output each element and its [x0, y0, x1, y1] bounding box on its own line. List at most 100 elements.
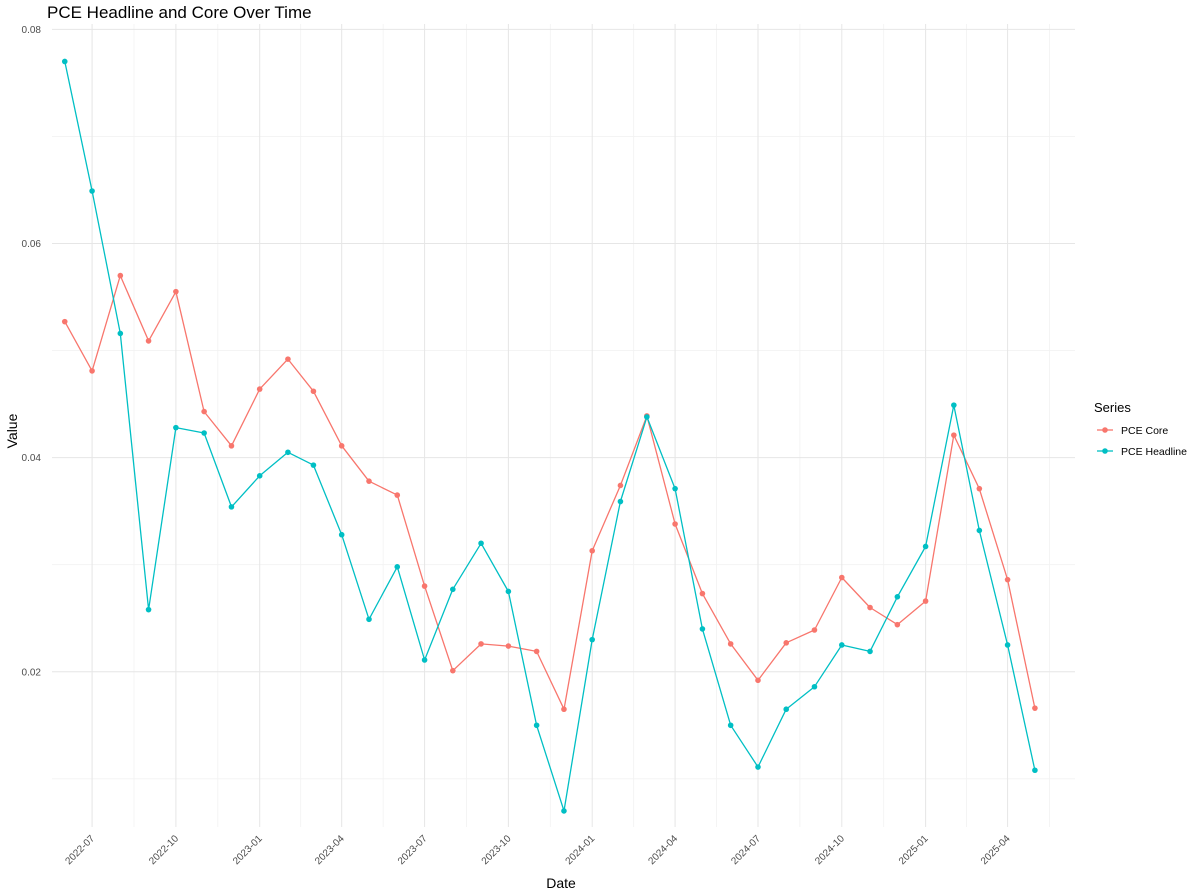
- data-point: [561, 808, 567, 814]
- data-point: [201, 430, 207, 436]
- data-point: [1004, 576, 1011, 583]
- y-tick-label: 0.04: [22, 453, 42, 464]
- data-point: [976, 485, 983, 492]
- data-point: [310, 462, 317, 468]
- chart-title: PCE Headline and Core Over Time: [47, 3, 312, 22]
- data-point: [256, 386, 263, 392]
- data-point: [699, 590, 706, 597]
- data-point: [394, 564, 401, 570]
- data-point: [421, 583, 428, 589]
- data-point: [89, 368, 95, 374]
- data-point: [672, 521, 678, 527]
- x-tick-label: 2023-04: [313, 833, 347, 867]
- y-tick-label: 0.06: [22, 239, 42, 250]
- data-point: [366, 478, 372, 484]
- x-tick-label: 2023-10: [480, 833, 514, 867]
- data-point: [727, 641, 734, 647]
- legend-key-point: [1102, 427, 1108, 433]
- data-point: [450, 667, 456, 674]
- x-tick-label: 2025-01: [897, 833, 931, 867]
- data-point: [338, 443, 345, 449]
- x-tick-label: 2023-01: [231, 833, 265, 867]
- data-point: [783, 706, 790, 713]
- data-point: [1004, 642, 1011, 648]
- data-point: [1032, 705, 1038, 711]
- data-point: [256, 473, 263, 479]
- data-point: [838, 574, 845, 581]
- data-point: [228, 504, 235, 510]
- data-point: [478, 540, 484, 547]
- data-point: [589, 547, 595, 554]
- data-point: [421, 657, 428, 663]
- grid: [52, 24, 1075, 827]
- data-point: [811, 627, 818, 633]
- data-point: [867, 648, 873, 655]
- legend-key-point: [1102, 448, 1108, 454]
- data-point: [394, 492, 401, 498]
- legend-title: Series: [1094, 400, 1131, 415]
- y-axis: 0.02 0.04 0.06 0.08: [22, 25, 42, 678]
- y-axis-title: Value: [4, 413, 20, 448]
- series-line-pce-core: [64, 274, 1036, 710]
- data-point: [117, 330, 124, 337]
- data-point: [89, 188, 95, 194]
- data-point: [533, 722, 540, 729]
- data-point: [894, 621, 901, 628]
- legend-label: PCE Core: [1121, 425, 1168, 437]
- x-tick-label: 2022-07: [63, 833, 97, 867]
- data-point: [310, 388, 317, 395]
- legend-label: PCE Headline: [1121, 446, 1187, 458]
- data-point: [811, 683, 818, 690]
- data-point: [672, 485, 678, 492]
- data-point: [478, 641, 484, 647]
- legend: Series PCE Core PCE Headline: [1094, 400, 1187, 458]
- data-point: [366, 616, 372, 623]
- data-point: [617, 498, 624, 505]
- data-point: [951, 402, 957, 408]
- x-tick-label: 2024-10: [813, 833, 847, 867]
- x-tick-label: 2023-07: [396, 833, 430, 867]
- y-tick-label: 0.02: [22, 667, 42, 678]
- x-axis: 2022-07 2022-10 2023-01 2023-04 2023-07 2023-…: [63, 833, 1013, 867]
- data-point: [228, 443, 235, 449]
- data-point: [338, 531, 345, 538]
- data-point: [589, 636, 595, 643]
- data-point: [505, 643, 512, 649]
- series-lines: [64, 61, 1036, 812]
- data-point: [201, 408, 207, 415]
- data-point: [533, 648, 540, 655]
- data-point: [922, 543, 929, 550]
- data-point: [755, 677, 761, 684]
- x-tick-label: 2024-01: [564, 833, 598, 867]
- data-point: [951, 432, 957, 438]
- data-point: [285, 356, 291, 362]
- data-point: [867, 604, 873, 611]
- series-line-pce-headline: [64, 61, 1036, 812]
- data-point: [61, 58, 68, 65]
- data-point: [755, 764, 761, 770]
- series-points: [61, 58, 1038, 814]
- data-point: [145, 338, 152, 344]
- legend-items: PCE Core PCE Headline: [1097, 425, 1187, 458]
- data-point: [173, 424, 179, 431]
- x-tick-label: 2022-10: [147, 833, 181, 867]
- data-point: [285, 449, 291, 456]
- data-point: [894, 594, 901, 600]
- data-point: [450, 586, 456, 593]
- data-point: [61, 318, 68, 325]
- x-tick-label: 2024-07: [729, 833, 763, 867]
- data-point: [976, 527, 983, 534]
- data-point: [783, 640, 790, 646]
- x-axis-title: Date: [546, 875, 576, 891]
- data-point: [644, 414, 650, 420]
- data-point: [117, 272, 124, 279]
- data-point: [505, 588, 512, 595]
- data-point: [561, 706, 567, 713]
- data-point: [922, 598, 929, 604]
- data-point: [617, 482, 624, 489]
- data-point: [727, 722, 734, 729]
- data-point: [838, 642, 845, 648]
- data-point: [173, 288, 179, 295]
